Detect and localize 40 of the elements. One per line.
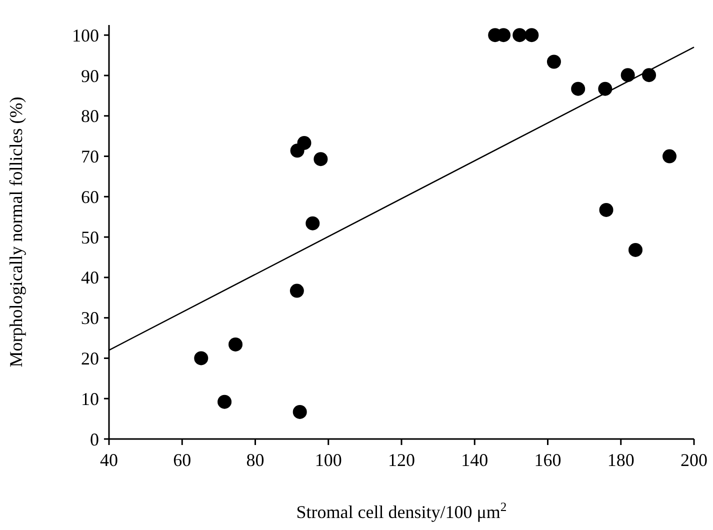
point	[306, 216, 320, 230]
x-tick-label: 160	[534, 450, 562, 470]
point	[218, 394, 232, 409]
x-tick-label: 140	[461, 450, 488, 470]
point	[512, 28, 527, 42]
point	[662, 149, 677, 164]
y-tick-label: 70	[81, 146, 99, 167]
point	[571, 82, 586, 96]
point	[598, 82, 612, 96]
point	[628, 242, 642, 257]
point	[599, 202, 614, 217]
y-tick-label: 90	[81, 66, 99, 86]
point	[228, 337, 243, 352]
x-tick-label: 120	[388, 450, 415, 470]
x-tick-label: 40	[100, 450, 118, 470]
point	[194, 351, 208, 366]
point	[290, 284, 304, 298]
y-tick-label: 0	[90, 429, 99, 450]
y-tick-label: 80	[81, 106, 99, 126]
point	[297, 136, 312, 150]
y-tick-label: 40	[81, 268, 99, 288]
x-tick-label: 100	[314, 450, 342, 470]
y-tick-label: 50	[81, 227, 99, 248]
y-tick-label: 10	[81, 388, 99, 409]
point	[292, 404, 307, 419]
x-tick-label: 60	[173, 450, 192, 470]
x-tick-label: 80	[246, 450, 264, 470]
y-tick-label: 30	[81, 308, 99, 328]
point	[546, 54, 561, 69]
y-axis-title: Morphologically normal follicles (%)	[6, 96, 26, 368]
y-tick-label: 60	[81, 186, 99, 207]
y-tick-label: 100	[72, 25, 99, 46]
y-tick-label: 20	[81, 348, 99, 369]
point	[524, 28, 539, 42]
x-axis-title: Stromal cell density/100 μm$^{2}$	[296, 500, 507, 522]
x-tick-label: 200	[680, 450, 708, 470]
x-tick-label: 180	[607, 450, 634, 470]
point	[620, 68, 635, 82]
point	[314, 152, 328, 166]
point	[642, 68, 656, 82]
